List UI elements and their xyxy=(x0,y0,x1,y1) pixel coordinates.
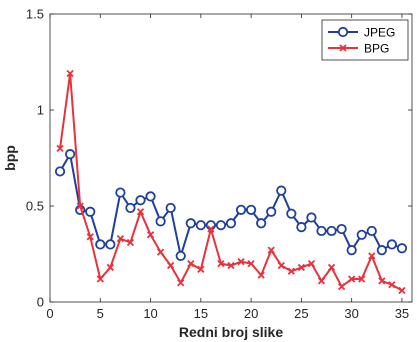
data-point-bpg xyxy=(106,263,114,272)
axes: 0 5 10 15 20 25 30 35 0 0.5 1 1.5 xyxy=(26,7,413,321)
data-point-bpg xyxy=(116,235,125,243)
data-point-bpg xyxy=(237,258,245,266)
x-tick-label: 20 xyxy=(244,306,258,321)
x-axis-title: Redni broj slike xyxy=(179,324,283,340)
data-point-jpeg xyxy=(306,212,317,223)
data-point-bpg xyxy=(96,275,104,283)
series-jpeg xyxy=(54,149,408,262)
data-point-jpeg xyxy=(215,220,227,231)
axes-box xyxy=(49,13,413,303)
y-tick-label: 1.5 xyxy=(26,7,44,22)
legend-item-jpeg: JPEG xyxy=(328,26,395,40)
legend-marker xyxy=(339,44,347,52)
data-point-bpg xyxy=(327,263,336,272)
data-point-jpeg xyxy=(276,185,287,196)
x-tick-label: 15 xyxy=(194,306,208,321)
data-point-bpg xyxy=(177,279,185,287)
data-point-bpg xyxy=(277,261,285,270)
data-point-jpeg xyxy=(175,250,186,262)
data-point-jpeg xyxy=(386,239,397,250)
data-point-jpeg xyxy=(95,239,106,250)
x-tick-label: 0 xyxy=(46,306,53,321)
data-point-jpeg xyxy=(145,191,156,202)
data-point-bpg xyxy=(136,208,145,216)
x-tick-label: 5 xyxy=(97,306,104,321)
data-point-jpeg xyxy=(316,225,327,237)
data-point-jpeg xyxy=(85,206,96,217)
data-point-jpeg xyxy=(185,218,196,229)
data-point-bpg xyxy=(247,259,255,268)
y-tick-label: 0.5 xyxy=(26,199,44,214)
series-line-bpg xyxy=(59,72,403,292)
data-point-bpg xyxy=(287,267,295,275)
data-point-jpeg xyxy=(115,187,126,198)
data-point-jpeg xyxy=(286,208,297,219)
y-tick-label: 0 xyxy=(37,295,44,310)
data-point-bpg xyxy=(398,286,406,295)
series-bpg xyxy=(56,69,406,295)
data-point-bpg xyxy=(187,259,195,268)
data-point-jpeg xyxy=(296,222,307,233)
legend-item-bpg: BPG xyxy=(328,42,389,56)
data-point-bpg xyxy=(358,275,366,283)
data-point-bpg xyxy=(86,233,94,241)
data-point-jpeg xyxy=(235,204,247,215)
data-point-jpeg xyxy=(54,166,66,177)
data-point-jpeg xyxy=(266,206,277,217)
data-point-jpeg xyxy=(125,202,136,214)
legend-label: JPEG xyxy=(364,26,395,40)
data-point-bpg xyxy=(146,231,155,239)
data-point-bpg xyxy=(267,246,275,254)
x-tick-label: 10 xyxy=(143,306,157,321)
y-axis-title: bpp xyxy=(2,145,18,171)
x-tick-label: 30 xyxy=(344,306,358,321)
data-point-jpeg xyxy=(256,218,267,229)
data-point-jpeg xyxy=(225,218,237,229)
data-point-bpg xyxy=(368,252,376,260)
legend-box xyxy=(321,19,409,61)
data-point-bpg xyxy=(156,248,165,256)
data-point-bpg xyxy=(227,261,235,270)
data-point-jpeg xyxy=(65,149,76,160)
data-point-bpg xyxy=(197,265,205,273)
legend-label: BPG xyxy=(364,42,389,56)
data-point-bpg xyxy=(167,261,175,270)
x-tick-label: 35 xyxy=(395,306,409,321)
data-point-jpeg xyxy=(195,220,206,231)
data-point-jpeg xyxy=(155,216,166,227)
data-point-jpeg xyxy=(376,245,387,256)
data-point-bpg xyxy=(207,225,215,233)
plot-area xyxy=(54,69,408,295)
data-point-jpeg xyxy=(326,225,337,237)
data-point-bpg xyxy=(76,202,84,210)
data-point-bpg xyxy=(378,277,386,285)
data-point-bpg xyxy=(307,259,316,268)
data-point-jpeg xyxy=(246,204,257,215)
data-point-jpeg xyxy=(346,245,357,256)
data-point-bpg xyxy=(217,259,225,268)
data-point-jpeg xyxy=(105,239,116,250)
data-point-jpeg xyxy=(165,202,176,214)
data-point-bpg xyxy=(317,277,326,285)
data-point-jpeg xyxy=(396,243,408,254)
data-point-jpeg xyxy=(135,195,146,206)
data-point-bpg xyxy=(257,271,265,279)
legend: JPEG BPG xyxy=(321,19,409,61)
legend-marker xyxy=(337,26,349,38)
data-point-bpg xyxy=(56,144,64,153)
data-point-bpg xyxy=(388,281,396,289)
data-point-bpg xyxy=(66,69,74,78)
y-tick-label: 1 xyxy=(37,103,44,118)
data-point-bpg xyxy=(297,263,306,272)
data-point-bpg xyxy=(126,238,135,247)
data-point-jpeg xyxy=(366,225,377,237)
x-tick-label: 25 xyxy=(294,306,308,321)
data-point-bpg xyxy=(337,283,346,291)
data-point-jpeg xyxy=(356,229,367,240)
data-point-bpg xyxy=(348,275,356,283)
data-point-jpeg xyxy=(336,223,347,235)
